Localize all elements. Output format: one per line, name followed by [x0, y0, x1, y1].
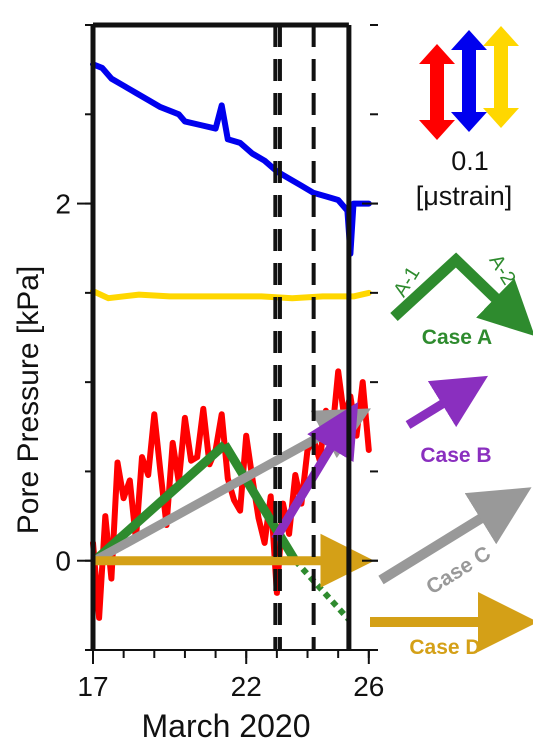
case-arrow-3 — [92, 408, 372, 565]
scale-bar: 0.1 [μstrain] — [416, 26, 519, 211]
case-arrow-0 — [91, 441, 228, 565]
x-tick-label: 17 — [77, 671, 108, 702]
legend-case-a: A-1 A-2 Case A — [389, 251, 533, 349]
legend-case-c: Case C — [378, 487, 532, 599]
x-tick-label: 22 — [231, 671, 262, 702]
y-tick-label: 2 — [55, 189, 71, 220]
scale-arrow-blue — [451, 30, 487, 132]
scale-bar-value: 0.1 — [451, 146, 489, 176]
series-line-0 — [90, 61, 372, 257]
scale-arrow-yellow — [483, 26, 519, 128]
axes: 17 22 26 0 2 — [55, 22, 384, 702]
legend-case-d: Case D — [370, 592, 533, 659]
legend-case-b-label: Case B — [420, 444, 491, 467]
series-line-1 — [90, 288, 372, 302]
scale-arrow-red — [419, 44, 455, 140]
legend-case-a-label: Case A — [422, 326, 492, 349]
case-arrow-1 — [220, 442, 300, 564]
plot-area — [90, 61, 375, 622]
legend-case-a-right: A-2 — [485, 251, 520, 289]
case-arrow-2 — [293, 558, 352, 622]
legend-case-b: Case B — [405, 375, 492, 467]
case-arrow-4 — [271, 401, 359, 542]
x-axis-label: March 2020 — [142, 708, 311, 744]
legend-case-d-label: Case D — [409, 636, 480, 659]
y-axis-label: Pore Pressure [kPa] — [12, 266, 45, 534]
x-tick-label: 26 — [353, 671, 384, 702]
scale-bar-unit: [μstrain] — [416, 181, 513, 211]
y-tick-label: 0 — [55, 546, 71, 577]
series-line-2 — [90, 368, 372, 621]
